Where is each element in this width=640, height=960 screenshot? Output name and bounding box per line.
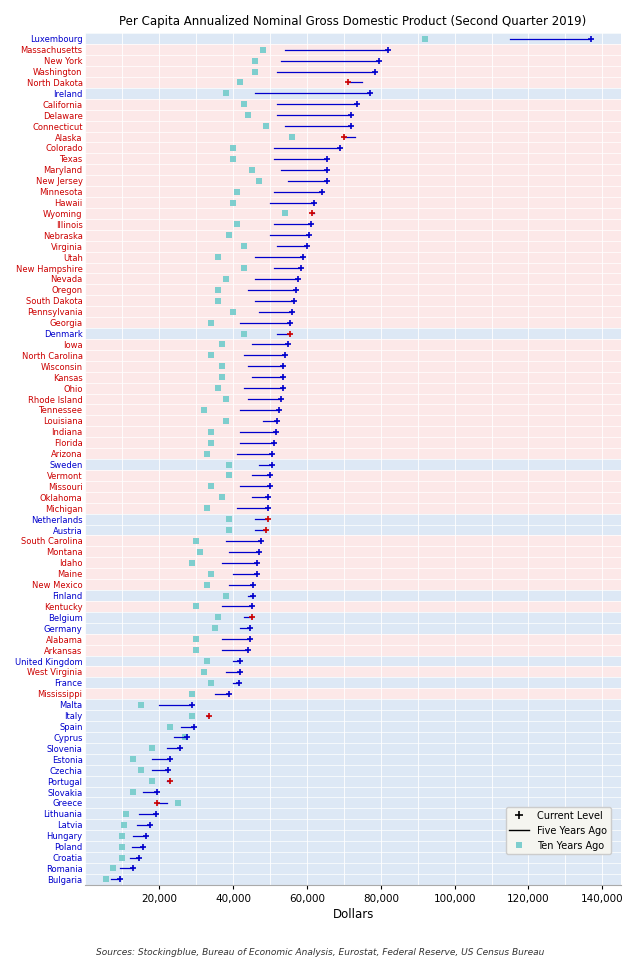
Bar: [85, 798, 621, 808]
Bar: [85, 524, 621, 536]
Bar: [85, 852, 621, 863]
Bar: [85, 558, 621, 568]
Bar: [85, 426, 621, 437]
Bar: [85, 383, 621, 394]
Bar: [85, 612, 621, 623]
Bar: [85, 372, 621, 383]
Bar: [85, 339, 621, 349]
Bar: [85, 164, 621, 176]
Bar: [85, 503, 621, 514]
Bar: [85, 77, 621, 88]
Bar: [85, 666, 621, 678]
Bar: [85, 394, 621, 404]
Bar: [85, 841, 621, 852]
Bar: [85, 121, 621, 132]
Bar: [85, 699, 621, 710]
Bar: [85, 656, 621, 666]
X-axis label: Dollars: Dollars: [332, 908, 374, 921]
Bar: [85, 416, 621, 426]
Bar: [85, 44, 621, 55]
Bar: [85, 721, 621, 732]
Text: Sources: Stockingblue, Bureau of Economic Analysis, Eurostat, Federal Reserve, U: Sources: Stockingblue, Bureau of Economi…: [96, 948, 544, 957]
Bar: [85, 601, 621, 612]
Bar: [85, 142, 621, 154]
Bar: [85, 176, 621, 186]
Bar: [85, 404, 621, 416]
Bar: [85, 88, 621, 99]
Bar: [85, 241, 621, 252]
Bar: [85, 874, 621, 885]
Bar: [85, 361, 621, 372]
Bar: [85, 546, 621, 558]
Bar: [85, 830, 621, 841]
Bar: [85, 349, 621, 361]
Bar: [85, 743, 621, 754]
Bar: [85, 492, 621, 503]
Bar: [85, 306, 621, 317]
Bar: [85, 448, 621, 459]
Bar: [85, 317, 621, 328]
Bar: [85, 154, 621, 164]
Bar: [85, 645, 621, 656]
Legend: Current Level, Five Years Ago, Ten Years Ago: Current Level, Five Years Ago, Ten Years…: [506, 807, 611, 854]
Bar: [85, 328, 621, 339]
Bar: [85, 786, 621, 798]
Bar: [85, 284, 621, 296]
Bar: [85, 808, 621, 819]
Bar: [85, 263, 621, 274]
Bar: [85, 197, 621, 208]
Bar: [85, 863, 621, 874]
Bar: [85, 710, 621, 721]
Bar: [85, 568, 621, 579]
Bar: [85, 34, 621, 44]
Bar: [85, 481, 621, 492]
Bar: [85, 776, 621, 786]
Bar: [85, 688, 621, 699]
Bar: [85, 55, 621, 66]
Bar: [85, 274, 621, 284]
Bar: [85, 514, 621, 524]
Bar: [85, 623, 621, 634]
Bar: [85, 634, 621, 645]
Bar: [85, 208, 621, 219]
Bar: [85, 132, 621, 142]
Bar: [85, 66, 621, 77]
Bar: [85, 99, 621, 109]
Bar: [85, 252, 621, 263]
Bar: [85, 590, 621, 601]
Bar: [85, 219, 621, 229]
Bar: [85, 754, 621, 765]
Bar: [85, 109, 621, 121]
Bar: [85, 819, 621, 830]
Bar: [85, 732, 621, 743]
Bar: [85, 765, 621, 776]
Bar: [85, 536, 621, 546]
Bar: [85, 470, 621, 481]
Title: Per Capita Annualized Nominal Gross Domestic Product (Second Quarter 2019): Per Capita Annualized Nominal Gross Dome…: [120, 15, 587, 28]
Bar: [85, 579, 621, 590]
Bar: [85, 229, 621, 241]
Bar: [85, 678, 621, 688]
Bar: [85, 296, 621, 306]
Bar: [85, 186, 621, 197]
Bar: [85, 437, 621, 448]
Bar: [85, 459, 621, 470]
